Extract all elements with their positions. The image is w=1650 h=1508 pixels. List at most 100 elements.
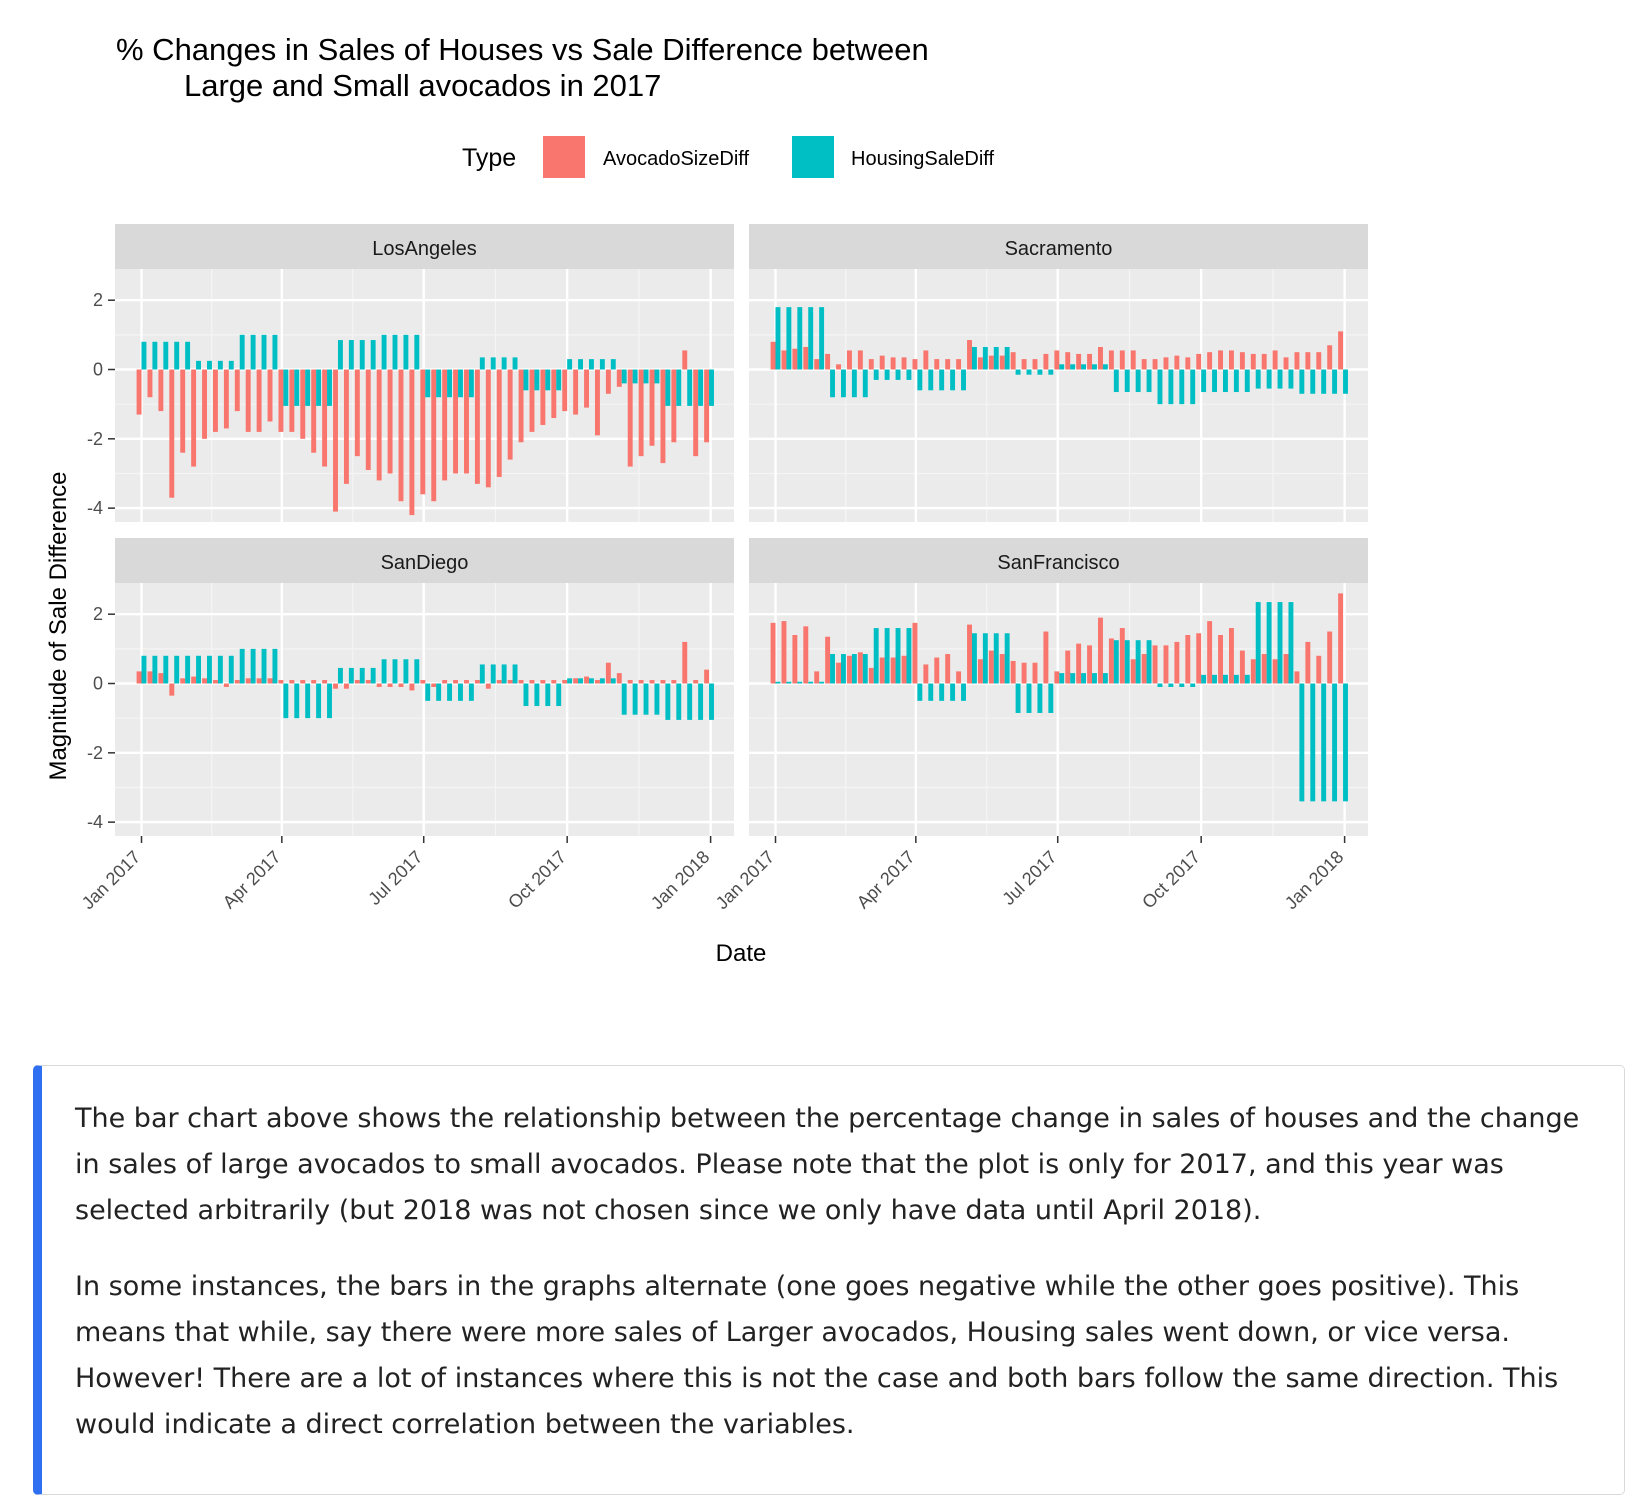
bar-avocado-sandiego xyxy=(202,678,207,684)
bar-avocado-sacramento xyxy=(1065,352,1071,370)
bar-housing-sacramento xyxy=(851,369,857,398)
bar-housing-losangeles xyxy=(709,369,714,406)
bar-avocado-losangeles xyxy=(671,369,677,443)
bar-housing-sacramento xyxy=(1015,369,1021,375)
bar-avocado-sacramento xyxy=(1130,350,1136,370)
bar-housing-sacramento xyxy=(895,369,901,380)
bar-housing-sandiego xyxy=(185,655,191,684)
bar-housing-sandiego xyxy=(370,667,376,684)
bar-housing-sanfrancisco xyxy=(851,654,857,684)
bar-housing-sacramento xyxy=(797,307,803,370)
bar-housing-losangeles xyxy=(316,369,322,406)
bar-avocado-losangeles xyxy=(529,369,535,432)
legend-label-housing: HousingSaleDiff xyxy=(851,148,994,170)
x-tick-label: Jan 2018 xyxy=(647,847,714,914)
bar-avocado-sandiego xyxy=(300,680,306,684)
bar-avocado-sanfrancisco xyxy=(1261,654,1267,684)
bar-avocado-sanfrancisco xyxy=(814,671,820,684)
bar-avocado-sandiego xyxy=(398,683,404,687)
facet-sanfrancisco: SanFrancisco Jan 2017 Apr 2017 Jul 2017 Oct … xyxy=(712,538,1368,913)
bar-avocado-sacramento xyxy=(1076,353,1082,370)
bar-housing-sacramento xyxy=(1343,369,1348,394)
bar-avocado-sanfrancisco xyxy=(956,671,962,684)
bar-avocado-sacramento xyxy=(1119,350,1125,370)
x-axis-title: Date xyxy=(716,940,767,967)
bar-avocado-sanfrancisco xyxy=(923,664,929,684)
bar-housing-sacramento xyxy=(950,369,956,391)
bar-avocado-sacramento xyxy=(901,357,907,370)
bar-avocado-sandiego xyxy=(245,678,251,684)
bar-housing-sacramento xyxy=(884,369,890,380)
bar-housing-losangeles xyxy=(163,341,169,370)
facet-label: SanDiego xyxy=(381,552,469,574)
bar-housing-sacramento xyxy=(1321,369,1327,394)
bar-housing-losangeles xyxy=(152,341,158,370)
bar-housing-sanfrancisco xyxy=(917,683,923,701)
bar-avocado-losangeles xyxy=(354,369,360,457)
bar-housing-sanfrancisco xyxy=(819,681,825,684)
y-tick-label: 0 xyxy=(93,674,103,694)
bar-avocado-sanfrancisco xyxy=(1272,659,1278,684)
bar-housing-losangeles xyxy=(447,369,453,398)
bar-avocado-sacramento xyxy=(879,355,885,370)
bar-avocado-sandiego xyxy=(289,680,295,684)
bar-housing-losangeles xyxy=(654,369,660,384)
bar-avocado-sacramento xyxy=(1032,359,1038,370)
bar-housing-sanfrancisco xyxy=(1048,683,1054,713)
bar-housing-sandiego xyxy=(337,667,343,684)
bar-avocado-sacramento xyxy=(1196,353,1202,370)
bar-housing-sacramento xyxy=(1233,369,1239,393)
bar-housing-sandiego xyxy=(414,659,420,684)
bar-housing-losangeles xyxy=(698,369,704,406)
bar-housing-sandiego xyxy=(523,683,529,707)
bar-avocado-sanfrancisco xyxy=(836,662,841,684)
bar-housing-sacramento xyxy=(1244,369,1250,393)
bar-avocado-sanfrancisco xyxy=(1054,671,1060,684)
bar-avocado-sandiego xyxy=(431,683,437,687)
bar-avocado-sacramento xyxy=(945,359,951,370)
bar-housing-sandiego xyxy=(490,664,496,684)
bar-housing-sanfrancisco xyxy=(1332,683,1338,802)
bar-avocado-sandiego xyxy=(464,680,469,684)
bar-housing-sacramento xyxy=(939,369,945,391)
bar-avocado-sacramento xyxy=(1174,355,1180,370)
bar-housing-sanfrancisco xyxy=(1081,673,1087,684)
bar-avocado-sandiego xyxy=(234,680,240,684)
bar-housing-sacramento xyxy=(808,307,814,370)
bar-avocado-losangeles xyxy=(158,369,164,412)
bar-housing-sandiego xyxy=(447,683,453,701)
bar-housing-losangeles xyxy=(206,360,212,370)
bar-avocado-losangeles xyxy=(278,369,284,432)
bar-housing-losangeles xyxy=(425,369,431,398)
y-tick-label: 2 xyxy=(93,604,103,624)
facet-strip xyxy=(749,224,1368,269)
bar-avocado-sandiego xyxy=(343,683,349,689)
legend: Type AvocadoSizeDiff HousingSaleDiff xyxy=(462,136,994,178)
bar-avocado-losangeles xyxy=(398,369,404,502)
bar-avocado-sandiego xyxy=(322,680,328,684)
bar-housing-sanfrancisco xyxy=(939,683,945,701)
bar-housing-sandiego xyxy=(501,664,507,684)
bar-housing-losangeles xyxy=(272,334,278,370)
bar-housing-sandiego xyxy=(348,667,354,684)
bar-housing-losangeles xyxy=(261,334,267,370)
bar-housing-sandiego xyxy=(425,683,431,701)
bar-avocado-sandiego xyxy=(136,671,142,684)
bar-avocado-sacramento xyxy=(1207,352,1213,370)
bar-avocado-sandiego xyxy=(693,680,699,684)
bar-housing-sacramento xyxy=(1048,369,1054,375)
bar-avocado-sacramento xyxy=(934,359,940,370)
bar-housing-sacramento xyxy=(1299,369,1305,394)
bar-housing-sanfrancisco xyxy=(1179,683,1185,687)
bar-avocado-sacramento xyxy=(868,359,874,370)
bar-avocado-sandiego xyxy=(551,680,557,684)
bar-housing-sandiego xyxy=(283,683,289,719)
bar-housing-sacramento xyxy=(1059,364,1065,370)
bar-avocado-sanfrancisco xyxy=(1010,660,1016,684)
bar-avocado-sandiego xyxy=(507,680,513,684)
bar-housing-sacramento xyxy=(873,369,879,380)
bar-housing-sandiego xyxy=(305,683,311,719)
bar-avocado-sanfrancisco xyxy=(1108,638,1114,684)
bar-housing-sacramento xyxy=(1070,364,1076,370)
bar-avocado-losangeles xyxy=(180,369,186,453)
